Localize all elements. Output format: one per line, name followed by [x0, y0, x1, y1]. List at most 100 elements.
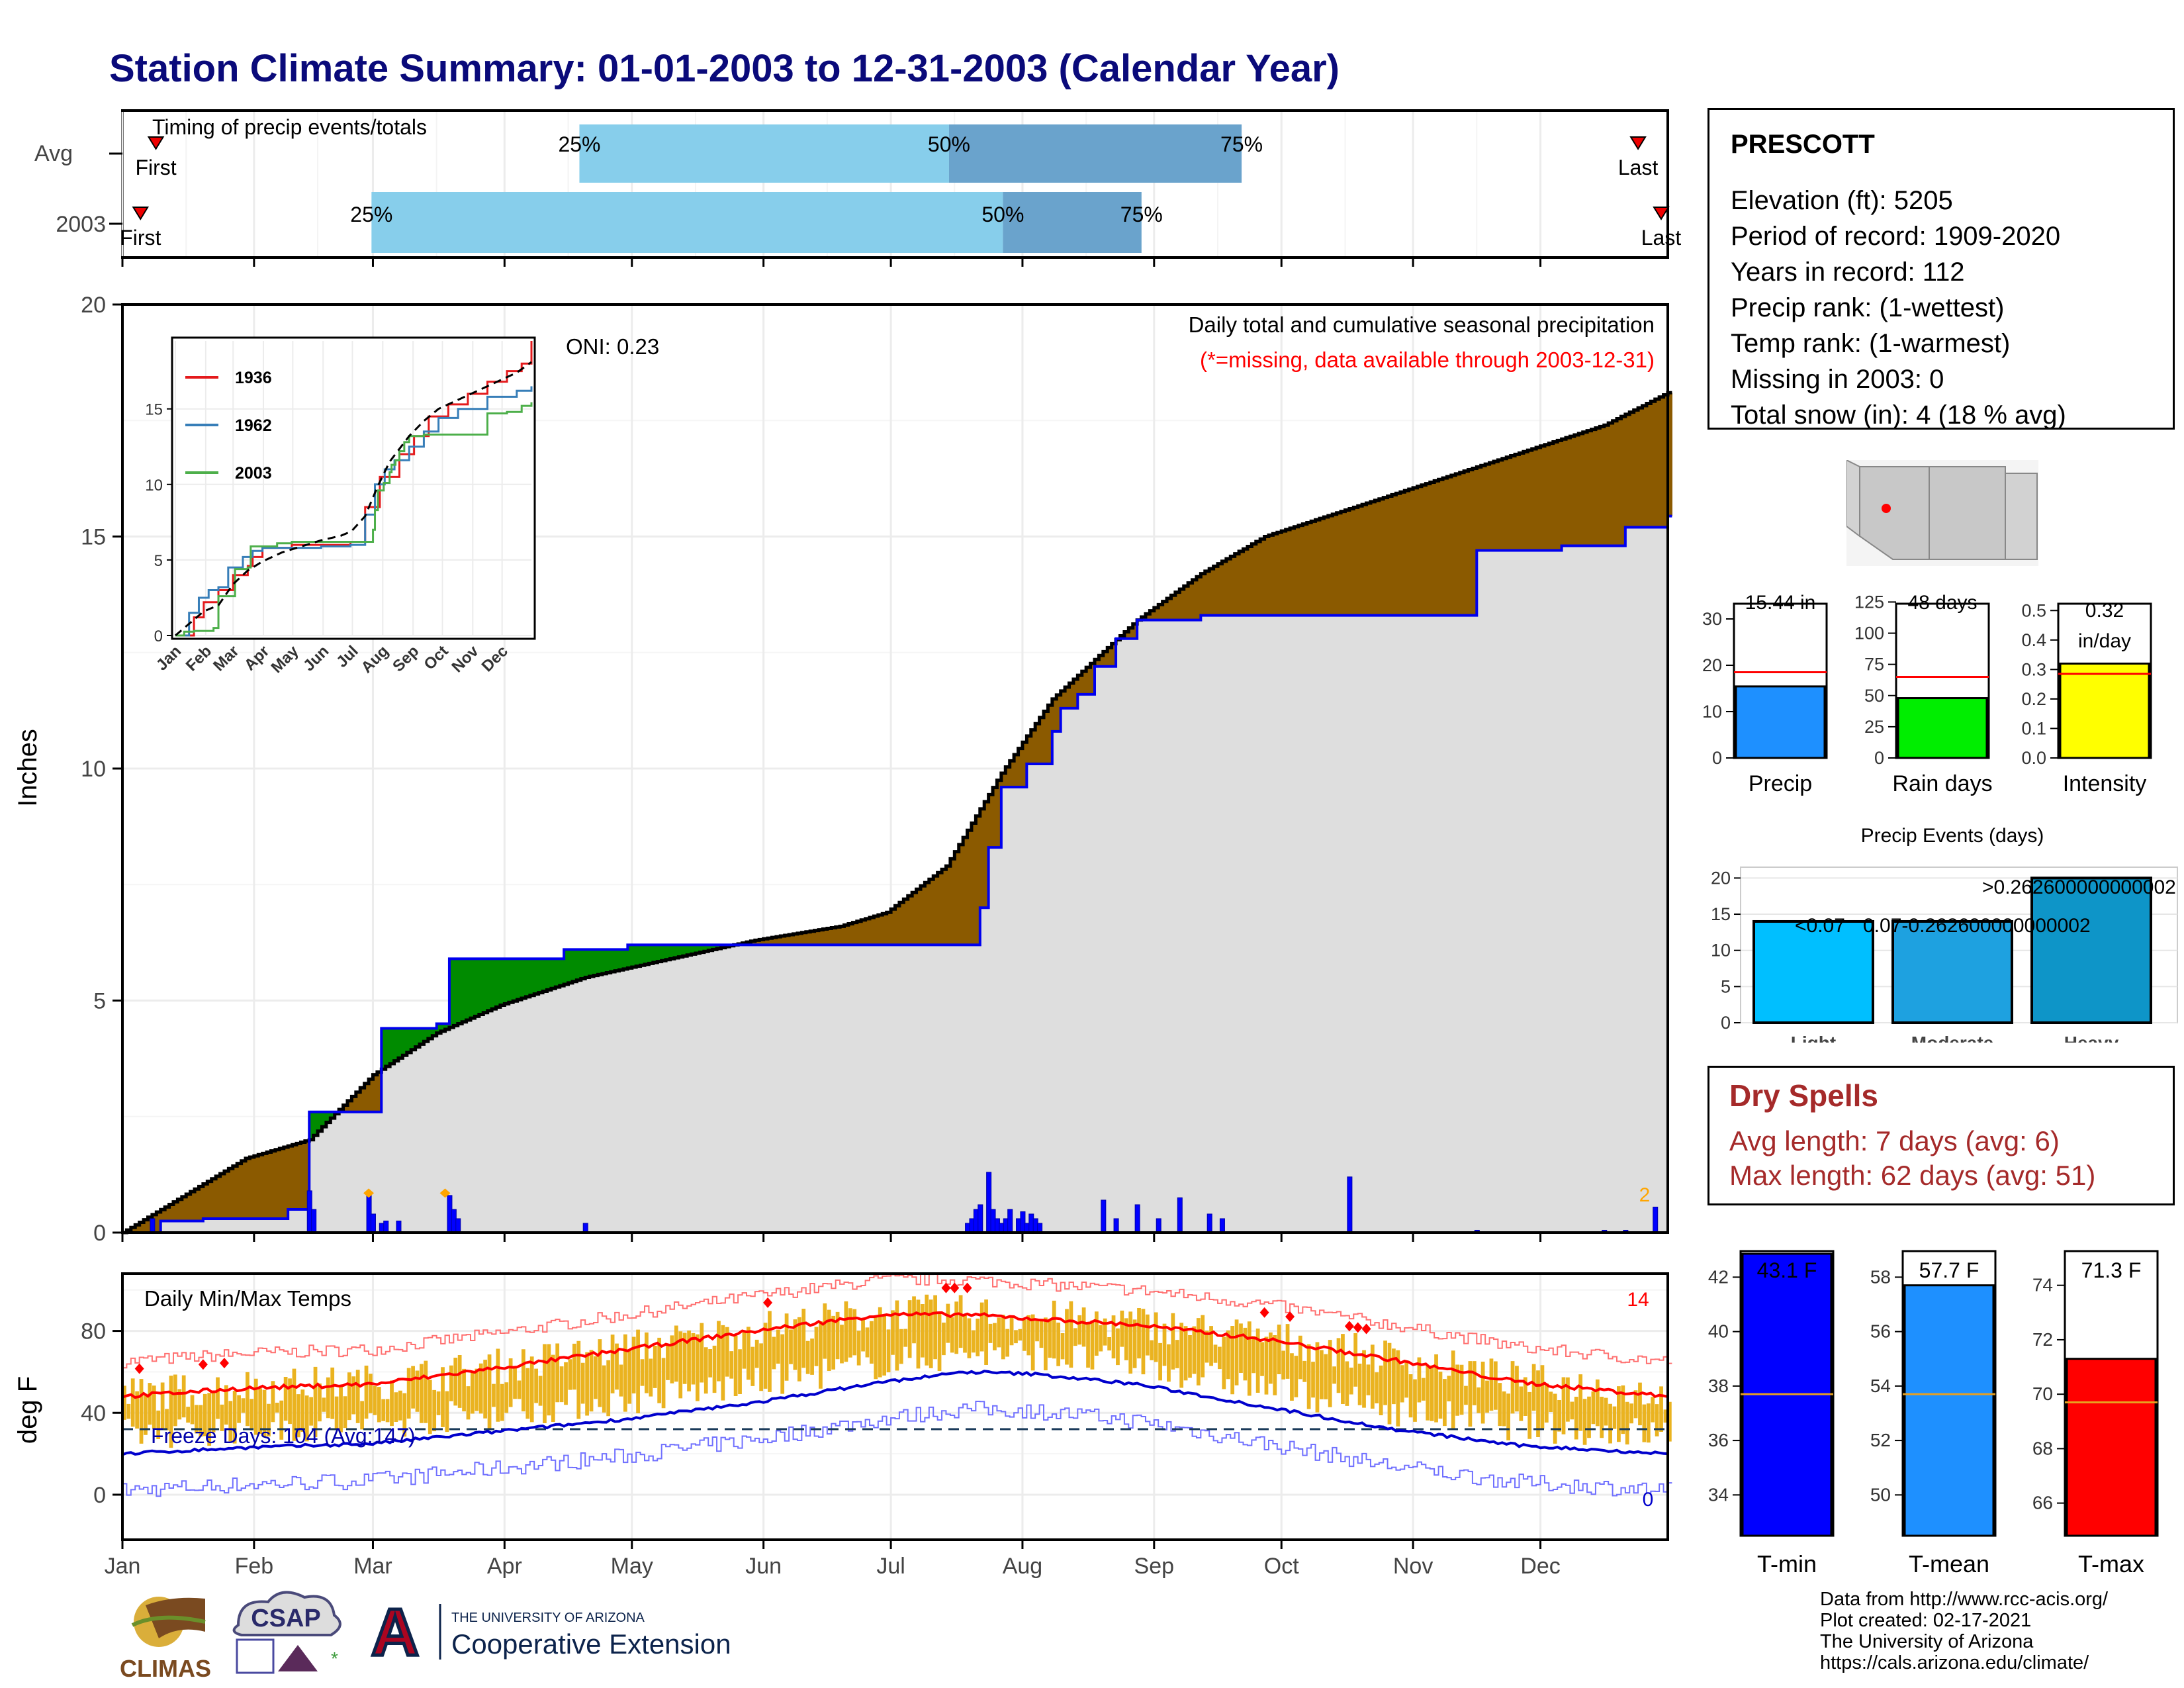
summary-ytick-label: 30 [1702, 609, 1722, 629]
daily-precip-bar [150, 1218, 156, 1233]
summary-ytick-label: 75 [1864, 655, 1884, 675]
footer-university: The University of Arizona [1820, 1631, 2034, 1652]
daily-precip-bar [1177, 1197, 1183, 1233]
station-period: Period of record: 1909-2020 [1731, 222, 2061, 251]
last-event-marker [1653, 207, 1670, 220]
summary-ytick-label: 0 [1874, 748, 1884, 768]
timing-p50-label: 50% [981, 203, 1024, 226]
last-event-marker [1629, 136, 1647, 150]
record-high-marker [134, 1363, 144, 1374]
daily-precip-bar [1219, 1218, 1225, 1233]
tsummary-value-label: 43.1 F [1757, 1258, 1817, 1282]
page-title: Station Climate Summary: 01-01-2003 to 1… [109, 47, 1340, 90]
last-event-label: Last [1618, 156, 1659, 179]
events-ytick-label: 15 [1711, 904, 1731, 924]
dry-max-length: Max length: 62 days (avg: 51) [1729, 1160, 2096, 1191]
temp-title: Daily Min/Max Temps [144, 1286, 351, 1311]
summary-ytick-label: 20 [1702, 655, 1722, 675]
footer-credits: Data from http://www.rcc-acis.org/ Plot … [1820, 1589, 2108, 1673]
ua-small-text: THE UNIVERSITY OF ARIZONA [451, 1611, 645, 1625]
month-label: Sep [1134, 1554, 1175, 1579]
snow-count-label: 2 [1639, 1184, 1651, 1206]
month-label: Apr [487, 1554, 522, 1579]
tsummary-value-label: 71.3 F [2081, 1258, 2142, 1282]
inset-line-1962 [175, 386, 533, 637]
daily-precip-bar [978, 1204, 983, 1233]
record-high-marker [1344, 1321, 1354, 1332]
first-event-marker [147, 136, 165, 150]
record-high-marker [1361, 1323, 1371, 1335]
month-label: Jul [876, 1554, 905, 1579]
summary-axis-label: Rain days [1892, 771, 1992, 796]
tsummary-ytick-label: 58 [1870, 1266, 1891, 1287]
month-label: Oct [1264, 1554, 1299, 1579]
month-label: Jun [745, 1554, 782, 1579]
events-ytick-label: 5 [1721, 976, 1731, 996]
bar-intensity: 0.0 0.1 0.2 0.3 0.4 0.5 0.32 in/day Intensity [2021, 600, 2152, 796]
record-high-marker [941, 1282, 951, 1293]
summary-ytick-label: 0.1 [2021, 718, 2046, 738]
month-label: Jan [105, 1554, 141, 1579]
precip-ytick-label: 5 [93, 989, 106, 1014]
events-bar-heavy [2030, 876, 2152, 1024]
events-ytick-label: 10 [1711, 941, 1731, 961]
timing-bar-q2 [371, 192, 1003, 253]
tsummary-ytick-label: 72 [2032, 1329, 2053, 1350]
timing-title: Timing of precip events/totals [152, 115, 427, 139]
temp-ylabel: deg F [13, 1376, 42, 1444]
daily-precip-bar [1037, 1223, 1043, 1233]
footer-plot-created: Plot created: 02-17-2021 [1820, 1610, 2032, 1631]
tsummary-axis-label: T-max [2078, 1550, 2144, 1577]
record-high-line [122, 1273, 1672, 1369]
precip-summary-bars: 0 10 20 30 15.44 in Precip 0 25 50 75 100 125 48 da… [1702, 592, 2152, 796]
csap-text: CSAP [251, 1605, 321, 1632]
precip-areas [122, 391, 1673, 1235]
tsummary-axis-label: T-min [1757, 1550, 1817, 1577]
tsummary-ytick-label: 42 [1708, 1266, 1729, 1287]
temp-summary-bars: 34 36 38 40 42 43.1 F T-min 50 52 54 56 58 57.7 F T-… [1708, 1250, 2159, 1577]
events-ytick-label: 20 [1711, 868, 1731, 888]
station-lines: Elevation (ft): 5205 Period of record: 1… [1731, 183, 2066, 433]
tsummary-ytick-label: 34 [1708, 1484, 1729, 1505]
inset-line-2003 [175, 402, 533, 637]
month-label: Feb [235, 1554, 274, 1579]
record-high-marker [219, 1358, 229, 1369]
daily-precip-bar [1113, 1218, 1119, 1233]
timing-bar-q3 [1003, 192, 1142, 253]
record-high-marker [1285, 1311, 1295, 1322]
tsummary-ytick-label: 38 [1708, 1376, 1729, 1396]
summary-value-label: 48 days [1907, 592, 1977, 614]
month-label: Nov [1393, 1554, 1433, 1579]
precip-ytick-label: 15 [81, 525, 106, 550]
events-ytick-label: 0 [1721, 1013, 1731, 1033]
summary-value-bar [1897, 697, 1988, 759]
events-bar-moderate [1891, 919, 2013, 1024]
daily-precip-bar [1007, 1209, 1013, 1233]
dry-avg-length: Avg length: 7 days (avg: 6) [1729, 1125, 2060, 1156]
climas-text: CLIMAS [120, 1655, 211, 1682]
ua-logo: A THE UNIVERSITY OF ARIZONA Cooperative … [364, 1594, 731, 1671]
summary-ytick-label: 0.2 [2021, 689, 2046, 709]
summary-ytick-label: 50 [1864, 686, 1884, 706]
precip-events-title: Precip Events (days) [1861, 825, 2044, 847]
daily-precip-bar [370, 1213, 376, 1233]
inset-ytick-label: 15 [145, 401, 163, 419]
precip-ytick-label: 10 [81, 757, 106, 782]
summary-ytick-label: 0.0 [2021, 748, 2046, 768]
summary-value-label: 0.32 [2085, 600, 2124, 622]
first-event-marker [132, 207, 150, 220]
ua-big-text: Cooperative Extension [451, 1628, 731, 1660]
inset-ytick-label: 10 [145, 477, 163, 494]
record-high-marker [198, 1359, 208, 1370]
record-low-line [122, 1400, 1672, 1497]
bar-tmean: 50 52 54 56 58 57.7 F T-mean [1870, 1250, 1997, 1577]
month-label: Mar [353, 1554, 392, 1579]
station-location-marker [1882, 504, 1891, 513]
svg-text:*: * [331, 1648, 338, 1669]
daily-precip-bar [582, 1223, 588, 1233]
csap-logo: CSAP * [232, 1591, 341, 1674]
temp-ytick-label: 0 [93, 1483, 106, 1508]
summary-value-bar [2059, 662, 2150, 759]
tsummary-ytick-label: 36 [1708, 1430, 1729, 1450]
timing-p25-label: 25% [558, 132, 600, 156]
